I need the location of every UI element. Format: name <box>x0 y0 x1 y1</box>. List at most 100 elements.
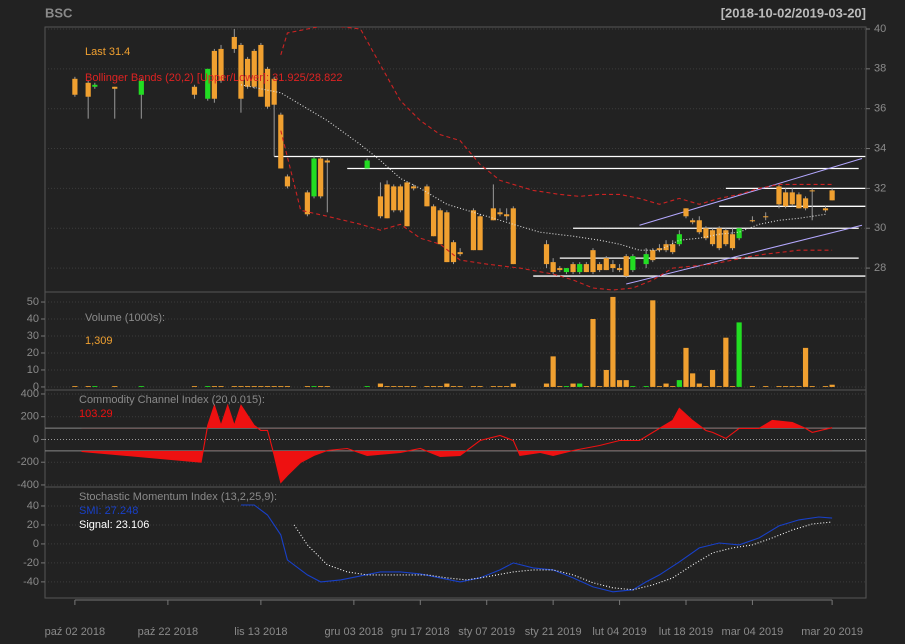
candle-body <box>570 264 576 273</box>
series-line <box>280 130 833 291</box>
x-tick-label: lut 04 2019 <box>592 626 646 638</box>
volume-bar <box>311 386 317 387</box>
candle-body <box>623 256 629 277</box>
candle-body <box>251 50 257 87</box>
candle-body <box>670 244 676 253</box>
candle-body <box>809 190 815 192</box>
volume-bar <box>211 386 217 387</box>
volume-bar <box>696 383 702 387</box>
y-tick-label: -400 <box>17 479 39 491</box>
candle-body <box>504 214 510 217</box>
candle-body <box>284 176 291 187</box>
candle-body <box>264 68 271 107</box>
legend-entry: 1,309 <box>85 335 113 347</box>
volume-bar <box>763 386 769 387</box>
volume-bar <box>630 386 636 387</box>
y-tick-label: 20 <box>27 347 39 359</box>
candle-body <box>258 44 264 97</box>
x-tick-label: sty 07 2019 <box>458 626 515 638</box>
volume-bar <box>411 386 417 387</box>
y-tick-label: 28 <box>874 262 886 274</box>
candle-body <box>318 158 324 197</box>
candle-body <box>822 208 829 211</box>
volume-bar <box>822 386 829 387</box>
volume-bar <box>577 383 583 387</box>
candle-body <box>510 208 516 265</box>
volume-bar <box>656 386 663 387</box>
volume-bar <box>729 386 736 387</box>
trend-line <box>639 158 863 226</box>
volume-bar <box>703 386 709 387</box>
candle-body <box>583 264 589 273</box>
volume-bar <box>557 386 563 387</box>
volume-bar <box>444 383 450 387</box>
volume-bar <box>430 386 437 387</box>
y-tick-label: -40 <box>23 576 39 588</box>
volume-bar <box>231 386 237 387</box>
candle-body <box>437 210 443 245</box>
candle-body <box>776 186 782 205</box>
x-tick-label: gru 17 2018 <box>391 626 450 638</box>
candle-body <box>630 256 636 271</box>
volume-bar <box>92 386 98 387</box>
volume-bar <box>650 300 656 387</box>
volume-bar <box>690 373 696 387</box>
legend-entry: 103.29 <box>79 408 113 420</box>
legend-entry: Commodity Channel Index (20,0.015): <box>79 394 265 406</box>
candle-body <box>763 216 769 218</box>
volume-bar <box>112 386 118 387</box>
volume-bar <box>450 386 457 387</box>
candle-body <box>397 186 403 211</box>
candle-body <box>304 192 310 215</box>
volume-bar <box>284 386 291 387</box>
candle-body <box>796 194 802 209</box>
volume-bar <box>749 386 756 387</box>
candle-body <box>563 268 570 273</box>
volume-bar <box>776 386 782 387</box>
y-tick-label: 40 <box>27 313 39 325</box>
volume-bar <box>643 386 649 387</box>
candle-body <box>411 186 417 189</box>
volume-bar <box>244 386 251 387</box>
panel <box>45 393 866 486</box>
candle-body <box>490 208 496 221</box>
volume-bar <box>583 386 589 387</box>
x-tick-label: sty 21 2019 <box>525 626 582 638</box>
volume-bar <box>437 386 443 387</box>
volume-bar <box>550 356 556 387</box>
y-tick-label: 400 <box>21 388 39 400</box>
candle-body <box>384 184 390 219</box>
volume-bar <box>563 386 570 387</box>
x-tick-label: mar 04 2019 <box>722 626 784 638</box>
candle-body <box>311 158 317 197</box>
volume-bar <box>676 380 682 387</box>
legend-entry: Last 31.4 <box>85 46 130 58</box>
candle-body <box>211 50 217 99</box>
volume-bar <box>85 386 91 387</box>
candle-body <box>683 208 689 217</box>
candle-body <box>391 186 397 211</box>
candle-body <box>231 36 237 49</box>
legend-entry: Stochastic Momentum Index (13,2,25,9): <box>79 491 277 503</box>
candle-body <box>829 190 835 201</box>
candle-body <box>543 244 550 265</box>
trend-line <box>626 224 863 285</box>
candle-body <box>218 48 224 81</box>
volume-bar <box>603 369 609 387</box>
volume-bar <box>264 386 271 387</box>
y-tick-label: 38 <box>874 63 886 75</box>
candle-body <box>597 264 603 271</box>
volume-bar <box>424 386 430 387</box>
date-range: [2018-10-02/2019-03-20] <box>721 5 866 20</box>
candle-body <box>676 234 682 245</box>
series-line <box>81 403 833 484</box>
candle-body <box>205 68 211 99</box>
candle-body <box>723 230 729 245</box>
y-tick-label: 0 <box>33 538 39 550</box>
candle-body <box>663 244 669 251</box>
candle-body <box>656 248 663 251</box>
volume-bar <box>324 386 330 387</box>
x-tick-label: lis 13 2018 <box>234 626 287 638</box>
candle-body <box>590 250 596 273</box>
